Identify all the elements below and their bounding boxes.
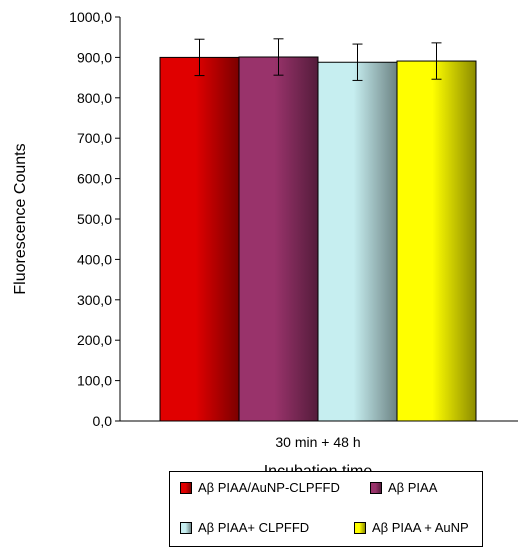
- x-tick-label: 30 min + 48 h: [275, 434, 360, 450]
- y-tick-label: 900,0: [77, 49, 112, 65]
- legend-label-series-3: Aβ PIAA+ CLPFFD: [198, 520, 310, 535]
- legend-item-series-4: Aβ PIAA + AuNP: [354, 520, 469, 535]
- legend: Aβ PIAA/AuNP-CLPFFD Aβ PIAA Aβ PIAA+ CLP…: [169, 471, 483, 547]
- y-axis-title: Fluorescence Counts: [12, 143, 29, 294]
- y-tick-label: 200,0: [77, 332, 112, 348]
- y-tick-label: 600,0: [77, 171, 112, 187]
- error-bars: [194, 38, 442, 81]
- bar-series-1: [159, 56, 240, 422]
- legend-label-series-1: Aβ PIAA/AuNP-CLPFFD: [198, 480, 340, 495]
- bars: [159, 56, 477, 422]
- y-tick-label: 400,0: [77, 251, 112, 267]
- legend-label-series-2: Aβ PIAA: [388, 480, 438, 495]
- legend-item-series-3: Aβ PIAA+ CLPFFD: [180, 520, 309, 535]
- legend-item-series-1: Aβ PIAA/AuNP-CLPFFD: [180, 480, 340, 495]
- y-tick-label: 0,0: [93, 413, 113, 429]
- y-tick-label: 1000,0: [69, 9, 112, 25]
- legend-item-series-2: Aβ PIAA: [370, 480, 437, 495]
- bar-chart: 0,0 100,0 200,0 300,0 400,0 500,0 600,0 700,0 80…: [12, 9, 518, 480]
- legend-swatch-series-4: [354, 521, 366, 534]
- y-tick-label: 500,0: [77, 211, 112, 227]
- y-axis-ticks: 0,0 100,0 200,0 300,0 400,0 500,0 600,0 700,0 80…: [69, 9, 120, 429]
- y-tick-label: 100,0: [77, 373, 112, 389]
- legend-swatch-series-1: [180, 481, 192, 494]
- y-tick-label: 800,0: [77, 90, 112, 106]
- legend-swatch-series-3: [180, 521, 192, 534]
- y-tick-label: 700,0: [77, 130, 112, 146]
- y-tick-label: 300,0: [77, 292, 112, 308]
- legend-swatch-series-2: [370, 481, 382, 494]
- bar-series-4: [396, 60, 477, 422]
- bar-series-2: [238, 56, 319, 422]
- legend-label-series-4: Aβ PIAA + AuNP: [372, 520, 469, 535]
- bar-series-3: [317, 61, 398, 422]
